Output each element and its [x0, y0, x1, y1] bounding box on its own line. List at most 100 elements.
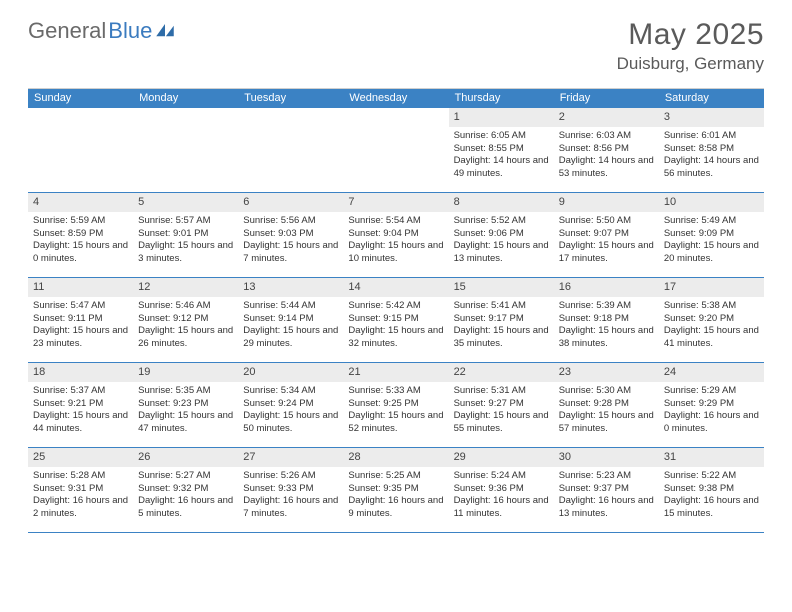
- daylight-line: Daylight: 14 hours and 53 minutes.: [559, 155, 654, 181]
- day-content: Sunrise: 5:47 AMSunset: 9:11 PMDaylight:…: [28, 297, 133, 355]
- day-content: Sunrise: 5:56 AMSunset: 9:03 PMDaylight:…: [238, 212, 343, 270]
- day-number: 31: [659, 448, 764, 467]
- sunrise-line: Sunrise: 5:27 AM: [138, 470, 233, 483]
- day-content: Sunrise: 5:22 AMSunset: 9:38 PMDaylight:…: [659, 467, 764, 525]
- day-content: Sunrise: 5:29 AMSunset: 9:29 PMDaylight:…: [659, 382, 764, 440]
- day-number: 29: [449, 448, 554, 467]
- weeks-container: 1Sunrise: 6:05 AMSunset: 8:55 PMDaylight…: [28, 108, 764, 533]
- daylight-line: Daylight: 15 hours and 13 minutes.: [454, 240, 549, 266]
- day-number: 3: [659, 108, 764, 127]
- daylight-line: Daylight: 15 hours and 32 minutes.: [348, 325, 443, 351]
- day-cell: 22Sunrise: 5:31 AMSunset: 9:27 PMDayligh…: [449, 363, 554, 447]
- day-content: Sunrise: 5:50 AMSunset: 9:07 PMDaylight:…: [554, 212, 659, 270]
- sunrise-line: Sunrise: 5:39 AM: [559, 300, 654, 313]
- day-number: 20: [238, 363, 343, 382]
- day-cell: 8Sunrise: 5:52 AMSunset: 9:06 PMDaylight…: [449, 193, 554, 277]
- day-cell: 25Sunrise: 5:28 AMSunset: 9:31 PMDayligh…: [28, 448, 133, 532]
- sunrise-line: Sunrise: 5:50 AM: [559, 215, 654, 228]
- day-cell: 15Sunrise: 5:41 AMSunset: 9:17 PMDayligh…: [449, 278, 554, 362]
- sunrise-line: Sunrise: 5:34 AM: [243, 385, 338, 398]
- day-content: Sunrise: 5:38 AMSunset: 9:20 PMDaylight:…: [659, 297, 764, 355]
- sunset-line: Sunset: 9:18 PM: [559, 313, 654, 326]
- day-cell: 6Sunrise: 5:56 AMSunset: 9:03 PMDaylight…: [238, 193, 343, 277]
- day-number: 26: [133, 448, 238, 467]
- day-number: 14: [343, 278, 448, 297]
- day-number: 28: [343, 448, 448, 467]
- sunrise-line: Sunrise: 5:31 AM: [454, 385, 549, 398]
- daylight-line: Daylight: 15 hours and 57 minutes.: [559, 410, 654, 436]
- day-cell: 10Sunrise: 5:49 AMSunset: 9:09 PMDayligh…: [659, 193, 764, 277]
- weekday-header: Wednesday: [343, 89, 448, 108]
- day-number: 30: [554, 448, 659, 467]
- week-row: 4Sunrise: 5:59 AMSunset: 8:59 PMDaylight…: [28, 193, 764, 278]
- sunset-line: Sunset: 9:24 PM: [243, 398, 338, 411]
- sail-icon: [156, 24, 174, 38]
- day-number: 10: [659, 193, 764, 212]
- sunset-line: Sunset: 9:32 PM: [138, 483, 233, 496]
- week-row: 1Sunrise: 6:05 AMSunset: 8:55 PMDaylight…: [28, 108, 764, 193]
- sunrise-line: Sunrise: 5:25 AM: [348, 470, 443, 483]
- day-content: Sunrise: 5:24 AMSunset: 9:36 PMDaylight:…: [449, 467, 554, 525]
- empty-day-cell: [28, 108, 133, 192]
- sunrise-line: Sunrise: 5:59 AM: [33, 215, 128, 228]
- day-number: 12: [133, 278, 238, 297]
- day-cell: 23Sunrise: 5:30 AMSunset: 9:28 PMDayligh…: [554, 363, 659, 447]
- sunrise-line: Sunrise: 5:24 AM: [454, 470, 549, 483]
- weekday-header: Tuesday: [238, 89, 343, 108]
- day-number: 7: [343, 193, 448, 212]
- day-number: 1: [449, 108, 554, 127]
- week-row: 11Sunrise: 5:47 AMSunset: 9:11 PMDayligh…: [28, 278, 764, 363]
- day-number: 19: [133, 363, 238, 382]
- sunrise-line: Sunrise: 5:38 AM: [664, 300, 759, 313]
- sunset-line: Sunset: 9:25 PM: [348, 398, 443, 411]
- day-number: 27: [238, 448, 343, 467]
- sunset-line: Sunset: 8:58 PM: [664, 143, 759, 156]
- day-content: Sunrise: 5:52 AMSunset: 9:06 PMDaylight:…: [449, 212, 554, 270]
- day-content: Sunrise: 5:30 AMSunset: 9:28 PMDaylight:…: [554, 382, 659, 440]
- day-cell: 4Sunrise: 5:59 AMSunset: 8:59 PMDaylight…: [28, 193, 133, 277]
- daylight-line: Daylight: 15 hours and 10 minutes.: [348, 240, 443, 266]
- daylight-line: Daylight: 16 hours and 2 minutes.: [33, 495, 128, 521]
- day-content: Sunrise: 5:33 AMSunset: 9:25 PMDaylight:…: [343, 382, 448, 440]
- sunrise-line: Sunrise: 5:49 AM: [664, 215, 759, 228]
- sunrise-line: Sunrise: 5:37 AM: [33, 385, 128, 398]
- daylight-line: Daylight: 15 hours and 41 minutes.: [664, 325, 759, 351]
- sunrise-line: Sunrise: 5:52 AM: [454, 215, 549, 228]
- sunrise-line: Sunrise: 5:56 AM: [243, 215, 338, 228]
- sunset-line: Sunset: 9:17 PM: [454, 313, 549, 326]
- sunset-line: Sunset: 9:28 PM: [559, 398, 654, 411]
- day-cell: 28Sunrise: 5:25 AMSunset: 9:35 PMDayligh…: [343, 448, 448, 532]
- day-cell: 17Sunrise: 5:38 AMSunset: 9:20 PMDayligh…: [659, 278, 764, 362]
- daylight-line: Daylight: 15 hours and 44 minutes.: [33, 410, 128, 436]
- sunrise-line: Sunrise: 6:01 AM: [664, 130, 759, 143]
- sunset-line: Sunset: 9:21 PM: [33, 398, 128, 411]
- sunrise-line: Sunrise: 5:46 AM: [138, 300, 233, 313]
- day-number: 9: [554, 193, 659, 212]
- sunset-line: Sunset: 9:38 PM: [664, 483, 759, 496]
- daylight-line: Daylight: 16 hours and 15 minutes.: [664, 495, 759, 521]
- day-number: 15: [449, 278, 554, 297]
- day-content: Sunrise: 5:37 AMSunset: 9:21 PMDaylight:…: [28, 382, 133, 440]
- daylight-line: Daylight: 14 hours and 56 minutes.: [664, 155, 759, 181]
- day-content: Sunrise: 5:46 AMSunset: 9:12 PMDaylight:…: [133, 297, 238, 355]
- day-number: 21: [343, 363, 448, 382]
- day-cell: 5Sunrise: 5:57 AMSunset: 9:01 PMDaylight…: [133, 193, 238, 277]
- sunset-line: Sunset: 9:35 PM: [348, 483, 443, 496]
- sunrise-line: Sunrise: 5:35 AM: [138, 385, 233, 398]
- day-content: Sunrise: 5:34 AMSunset: 9:24 PMDaylight:…: [238, 382, 343, 440]
- day-cell: 12Sunrise: 5:46 AMSunset: 9:12 PMDayligh…: [133, 278, 238, 362]
- sunrise-line: Sunrise: 5:30 AM: [559, 385, 654, 398]
- week-row: 25Sunrise: 5:28 AMSunset: 9:31 PMDayligh…: [28, 448, 764, 533]
- weekday-header: Thursday: [449, 89, 554, 108]
- sunrise-line: Sunrise: 5:26 AM: [243, 470, 338, 483]
- sunset-line: Sunset: 9:04 PM: [348, 228, 443, 241]
- sunrise-line: Sunrise: 5:41 AM: [454, 300, 549, 313]
- empty-day-cell: [343, 108, 448, 192]
- empty-day-cell: [238, 108, 343, 192]
- sunrise-line: Sunrise: 5:29 AM: [664, 385, 759, 398]
- header: General Blue May 2025 Duisburg, Germany: [0, 0, 792, 82]
- day-content: Sunrise: 5:57 AMSunset: 9:01 PMDaylight:…: [133, 212, 238, 270]
- sunset-line: Sunset: 9:27 PM: [454, 398, 549, 411]
- sunset-line: Sunset: 9:01 PM: [138, 228, 233, 241]
- sunset-line: Sunset: 9:36 PM: [454, 483, 549, 496]
